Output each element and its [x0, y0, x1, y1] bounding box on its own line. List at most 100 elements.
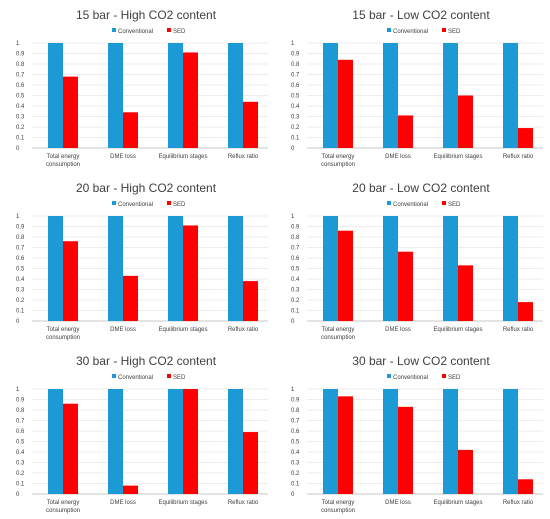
legend-label: Conventional: [118, 202, 153, 208]
chart-legend: Conventional SED: [387, 28, 461, 35]
bar-sed: [338, 396, 353, 494]
y-tick-label: 0.3: [16, 461, 25, 467]
y-tick-label: 0.6: [16, 83, 25, 89]
y-tick-label: 0.3: [16, 115, 25, 121]
y-tick-label: 0.8: [16, 62, 25, 68]
bar-conventional: [108, 389, 123, 494]
y-tick-label: 0.4: [16, 277, 25, 283]
y-tick-label: 0.1: [291, 482, 300, 488]
bar-sed: [398, 115, 413, 148]
bar-sed: [123, 485, 138, 494]
legend-label: Conventional: [393, 29, 428, 35]
chart-title: 30 bar - High CO2 content: [76, 354, 217, 368]
y-tick-label: 0.8: [16, 408, 25, 414]
bar-conventional: [503, 216, 518, 321]
legend-label: Conventional: [118, 29, 153, 35]
legend-swatch: [112, 374, 116, 378]
legend-swatch: [387, 28, 391, 32]
bar-conventional: [443, 389, 458, 494]
y-tick-label: 0.9: [16, 225, 25, 231]
x-tick-label: Equilibrium stages: [433, 327, 482, 333]
bar-conventional: [168, 43, 183, 148]
y-tick-label: 0.4: [291, 104, 300, 110]
bar-sed: [458, 449, 473, 494]
y-tick-label: 0.7: [16, 246, 25, 252]
bar-conventional: [48, 43, 63, 148]
x-tick-label: Total energy: [47, 500, 80, 506]
x-tick-label: consumption: [46, 162, 80, 168]
y-tick-label: 0.5: [291, 267, 300, 273]
legend-swatch: [387, 374, 391, 378]
bar-conventional: [383, 216, 398, 321]
y-tick-label: 1: [16, 214, 20, 220]
legend-label: Conventional: [393, 375, 428, 381]
chart-title: 30 bar - Low CO2 content: [352, 354, 490, 368]
legend-label: SED: [448, 202, 461, 208]
legend-label: SED: [173, 375, 186, 381]
chart-panel: 15 bar - High CO2 content Conventional SED…: [16, 8, 268, 168]
bar-sed: [338, 59, 353, 148]
y-tick-label: 0: [291, 146, 295, 152]
x-tick-label: Reflux ratio: [228, 500, 259, 506]
x-tick-label: consumption: [321, 508, 355, 514]
bar-sed: [183, 225, 198, 321]
y-tick-label: 0.4: [16, 104, 25, 110]
bar-conventional: [108, 216, 123, 321]
y-tick-label: 0.9: [291, 398, 300, 404]
y-tick-label: 0.3: [16, 288, 25, 294]
y-tick-label: 0.2: [291, 125, 300, 131]
x-tick-label: Total energy: [322, 154, 355, 160]
legend-swatch: [442, 28, 446, 32]
y-tick-label: 0: [291, 492, 295, 498]
bar-sed: [458, 95, 473, 148]
bar-conventional: [168, 389, 183, 494]
y-tick-label: 0.5: [16, 94, 25, 100]
legend-swatch: [112, 28, 116, 32]
y-tick-label: 0.4: [16, 450, 25, 456]
bar-sed: [338, 230, 353, 321]
x-tick-label: Equilibrium stages: [158, 327, 207, 333]
y-tick-label: 0.1: [16, 309, 25, 315]
chart-legend: Conventional SED: [112, 28, 186, 35]
legend-label: SED: [448, 29, 461, 35]
x-tick-label: Reflux ratio: [503, 500, 534, 506]
bar-conventional: [48, 216, 63, 321]
y-tick-label: 0.9: [291, 52, 300, 58]
y-tick-label: 0.9: [16, 52, 25, 58]
bar-conventional: [503, 43, 518, 148]
y-tick-label: 0.3: [291, 115, 300, 121]
y-tick-label: 1: [291, 214, 295, 220]
y-tick-label: 0.7: [291, 73, 300, 79]
bar-sed: [518, 479, 533, 494]
y-tick-label: 0.5: [291, 440, 300, 446]
x-tick-label: Equilibrium stages: [433, 154, 482, 160]
y-tick-label: 0.2: [291, 471, 300, 477]
chart-title: 15 bar - Low CO2 content: [352, 8, 490, 22]
legend-swatch: [167, 28, 171, 32]
chart-panel: 30 bar - High CO2 content Conventional SED…: [16, 354, 268, 514]
y-tick-label: 0.9: [16, 398, 25, 404]
y-tick-label: 1: [16, 41, 20, 47]
bar-sed: [398, 251, 413, 321]
chart-panel: 20 bar - High CO2 content Conventional SED…: [16, 181, 268, 341]
x-tick-label: Equilibrium stages: [158, 500, 207, 506]
bar-sed: [183, 389, 198, 494]
bar-sed: [518, 128, 533, 148]
bar-conventional: [323, 43, 338, 148]
bar-sed: [63, 241, 78, 321]
y-tick-label: 0: [16, 492, 20, 498]
bar-conventional: [383, 43, 398, 148]
y-tick-label: 0.4: [291, 277, 300, 283]
bar-conventional: [383, 389, 398, 494]
x-tick-label: Total energy: [47, 154, 80, 160]
bar-sed: [123, 112, 138, 148]
bar-sed: [458, 265, 473, 321]
y-tick-label: 0.8: [16, 235, 25, 241]
bar-sed: [243, 281, 258, 321]
legend-label: SED: [173, 202, 186, 208]
bar-conventional: [168, 216, 183, 321]
y-tick-label: 0.4: [291, 450, 300, 456]
x-tick-label: Reflux ratio: [228, 327, 259, 333]
chart-legend: Conventional SED: [112, 374, 186, 381]
chart-title: 15 bar - High CO2 content: [76, 8, 217, 22]
